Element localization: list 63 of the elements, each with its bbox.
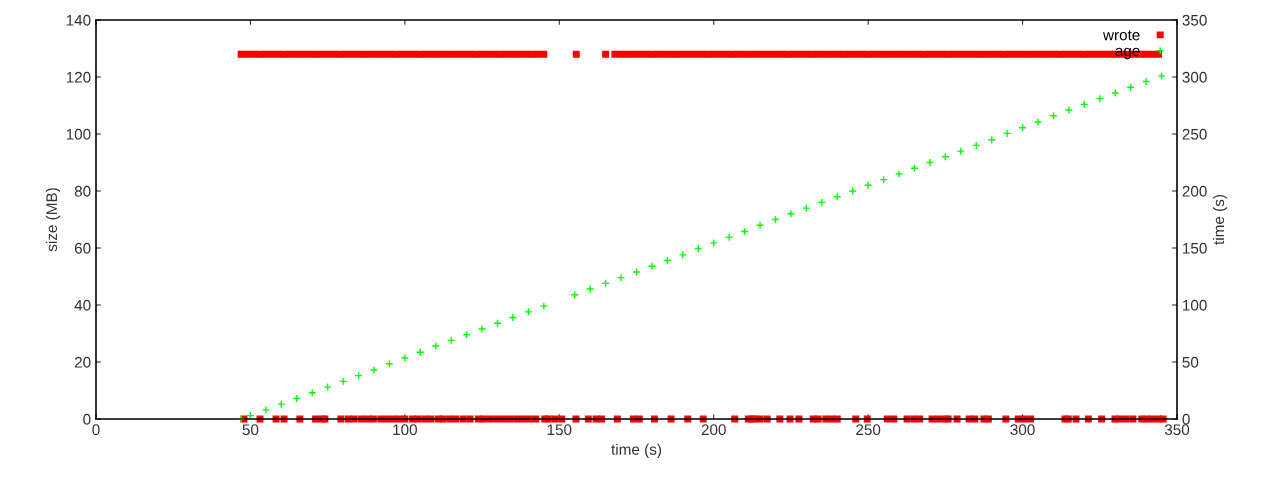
y2-tick-label: 200 [1182,185,1207,197]
point [1111,88,1120,98]
point [431,341,440,351]
point [261,405,271,415]
point [894,169,904,179]
y2-tick-label: 150 [1183,242,1207,254]
x-tick-label: 150 [547,424,572,436]
y2-tick-label: 350 [1182,14,1207,26]
point [323,382,332,392]
point [1064,105,1074,115]
y-tick-label: 120 [66,71,91,83]
point [1033,117,1043,127]
point [1141,77,1151,86]
point [724,233,734,242]
x-tick-label: 50 [242,424,259,436]
legend-label: wrote [1102,30,1140,41]
y-tick-label: 0 [83,413,91,425]
x-tick-label: 200 [701,424,726,436]
point [277,400,286,409]
point [632,267,641,277]
y2-tick-label: 250 [1182,128,1207,140]
point [755,221,765,230]
y-tick-label: 20 [74,356,91,368]
y-tick-label: 60 [74,242,91,254]
point [508,313,518,322]
y2-tick-label: 300 [1182,71,1207,83]
point [863,181,873,190]
point [786,209,796,218]
point [524,307,533,317]
x-tick-label: 100 [393,424,418,436]
point [477,324,487,334]
legend-label: age [1115,47,1140,60]
x-axis-title: time (s) [611,443,662,458]
point [447,336,456,345]
y-tick-label: 40 [74,299,91,311]
point [647,262,657,271]
point [616,273,626,282]
y-axis-title: size (MB) [45,188,61,252]
point [1157,71,1166,81]
point [802,203,811,213]
y2-axis-title: time (s) [1212,194,1228,245]
point [678,250,687,260]
x-tick-label: 0 [92,424,100,436]
y-tick-label: 100 [66,128,91,140]
y2-tick-label: 0 [1182,413,1190,425]
point [369,365,379,375]
x-tick-label: 250 [856,424,881,436]
y-tick-label: 80 [74,185,91,197]
point [817,198,826,207]
y-tick-label: 140 [66,14,91,26]
x-tick-label: 300 [1010,424,1035,436]
point [586,284,595,294]
point [709,238,718,248]
point [338,377,348,386]
point [539,301,549,311]
point [925,158,935,167]
point [400,353,410,363]
x-tick-label: 350 [1164,424,1190,436]
y2-tick-label: 100 [1183,299,1207,311]
y2-tick-label: 50 [1182,356,1199,368]
point [1002,129,1012,138]
point [848,186,857,196]
point [956,146,965,156]
